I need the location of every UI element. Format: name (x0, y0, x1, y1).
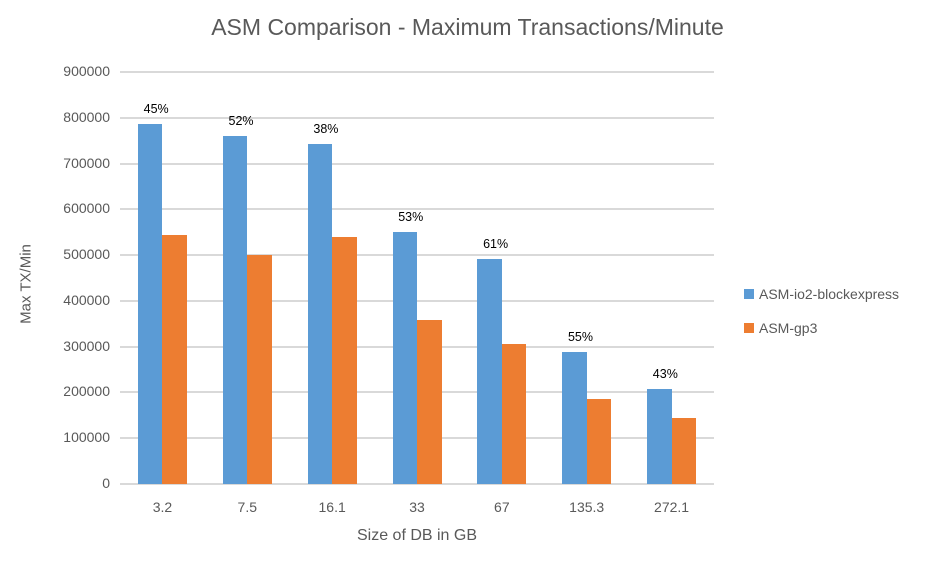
plot-area: 45% 52% 38% 53% 61% 55% 43% (120, 71, 714, 485)
bar-io2 (562, 352, 587, 484)
x-tick-label: 3.2 (152, 499, 173, 515)
gridline (120, 254, 714, 257)
y-tick-label: 400000 (63, 291, 110, 308)
bar-io2 (392, 232, 417, 484)
gridline (120, 483, 714, 485)
data-label: 53% (398, 210, 424, 225)
gridline (120, 71, 714, 73)
legend-label: ASM-gp3 (759, 320, 818, 336)
bar-gp3 (247, 255, 272, 484)
y-tick-label: 600000 (63, 200, 110, 217)
legend-label: ASM-io2-blockexpress (759, 286, 900, 302)
data-label: 55% (567, 330, 593, 345)
data-label: 43% (652, 366, 678, 381)
bar-io2 (307, 143, 333, 484)
x-tick-label: 135.3 (569, 499, 605, 515)
bar-gp3 (332, 236, 357, 484)
bar-io2 (222, 136, 248, 484)
data-label: 45% (143, 102, 169, 117)
chart-title: ASM Comparison - Maximum Transactions/Mi… (211, 14, 724, 40)
y-tick-label: 800000 (63, 108, 110, 125)
y-tick-label: 500000 (63, 246, 110, 263)
gridline (120, 208, 714, 211)
bar-gp3 (671, 418, 697, 484)
gridline (120, 299, 714, 302)
y-tick-label: 0 (102, 475, 110, 491)
legend-item: ASM-gp3 (744, 320, 899, 336)
bar-gp3 (501, 343, 527, 484)
legend-swatch-icon (744, 323, 754, 333)
data-label: 61% (483, 237, 509, 252)
y-tick-label: 900000 (63, 63, 110, 79)
bar-gp3 (586, 398, 612, 484)
bar-gp3 (162, 234, 187, 484)
legend: ASM-io2-blockexpress ASM-gp3 (744, 286, 899, 354)
x-tick-label: 272.1 (654, 499, 690, 515)
data-label: 52% (228, 114, 254, 129)
bar-gp3 (417, 320, 442, 484)
legend-item: ASM-io2-blockexpress (744, 286, 899, 302)
x-tick-label: 16.1 (318, 499, 346, 515)
bar-io2 (137, 124, 163, 484)
gridline (120, 162, 714, 165)
bar-io2 (647, 388, 672, 484)
y-tick-label: 100000 (63, 429, 110, 446)
gridline (120, 116, 714, 119)
x-tick-label: 7.5 (237, 499, 258, 515)
y-tick-label: 700000 (63, 154, 110, 171)
y-tick-label: 200000 (63, 383, 110, 400)
x-axis-label: Size of DB in GB (356, 527, 478, 544)
data-label: 38% (313, 121, 339, 136)
x-tick-label: 33 (409, 499, 425, 515)
x-tick-label: 67 (494, 499, 510, 515)
y-tick-label: 300000 (63, 337, 110, 354)
bar-io2 (477, 259, 502, 484)
legend-swatch-icon (744, 289, 754, 299)
